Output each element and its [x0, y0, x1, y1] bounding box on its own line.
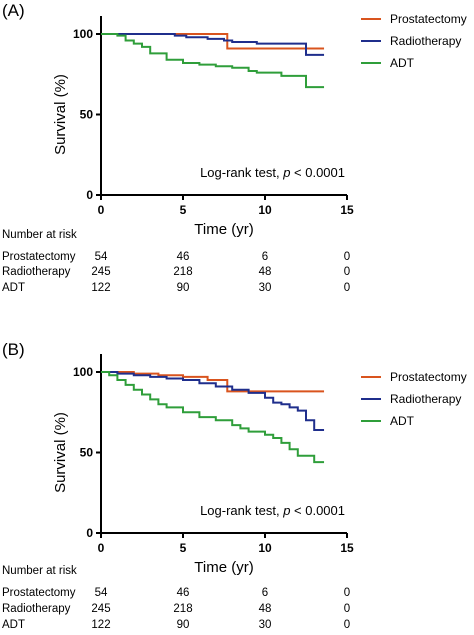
- km-chart-a: 0 50 100 0 5 10 15 Time (yr) Survival (%) Prostat…: [52, 12, 467, 238]
- risk-cell: 218: [173, 266, 193, 278]
- y-axis-title: Survival (%): [52, 412, 69, 493]
- x-tick-label: 10: [258, 203, 272, 217]
- panel-label: (B): [2, 340, 25, 359]
- x-tick-label: 15: [340, 203, 354, 217]
- legend-label: Radiotherapy: [390, 34, 461, 48]
- risk-cell: 46: [176, 251, 190, 263]
- risk-cell: 0: [343, 251, 351, 263]
- x-tick-label: 10: [258, 541, 272, 555]
- risk-cell: 6: [261, 251, 269, 263]
- series-line-radiotherapy: [101, 33, 325, 56]
- x-tick-label: 5: [180, 541, 187, 555]
- risk-row-label: Radiotherapy: [2, 603, 71, 615]
- x-tick-label: 5: [180, 203, 187, 217]
- y-tick-label: 50: [80, 108, 94, 122]
- legend-label: ADT: [390, 414, 415, 428]
- y-tick-label: 0: [86, 526, 93, 540]
- risk-cell: 46: [176, 587, 190, 599]
- risk-cell: 0: [343, 266, 351, 278]
- risk-cell: 54: [94, 251, 108, 263]
- legend-label: Prostatectomy: [390, 12, 467, 26]
- risk-table-title: Number at risk: [2, 565, 77, 577]
- logrank-annotation: Log-rank test, p < 0.0001: [200, 503, 345, 518]
- x-tick-label: 0: [98, 203, 105, 217]
- risk-row-label: Radiotherapy: [2, 266, 71, 278]
- y-tick-label: 100: [73, 365, 93, 379]
- risk-cell: 245: [91, 603, 111, 615]
- y-tick-label: 0: [86, 188, 93, 202]
- risk-cell: 48: [258, 266, 272, 278]
- risk-cell: 218: [173, 603, 193, 615]
- risk-row-label: ADT: [2, 619, 25, 631]
- legend-label: Radiotherapy: [390, 392, 461, 406]
- km-chart-b: 0 50 100 0 5 10 15 Time (yr) Survival (%) Prostat…: [52, 354, 467, 576]
- series-line-adt: [101, 33, 325, 89]
- series-line-adt: [101, 371, 325, 464]
- legend-label: Prostatectomy: [390, 370, 467, 384]
- x-axis-title: Time (yr): [194, 221, 253, 238]
- risk-cell: 122: [91, 282, 111, 294]
- risk-row-label: Prostatectomy: [2, 251, 76, 263]
- risk-cell: 30: [258, 619, 272, 631]
- risk-cell: 30: [258, 282, 272, 294]
- risk-row-label: Prostatectomy: [2, 587, 76, 599]
- risk-cell: 0: [343, 603, 351, 615]
- panel-label: (A): [2, 1, 25, 20]
- panel-b: (B) 0 50 100 0 5 10 15 Time (yr) Survival (%) Pro…: [0, 338, 474, 635]
- risk-cell: 6: [261, 587, 269, 599]
- x-axis-title: Time (yr): [194, 559, 253, 576]
- series-line-radiotherapy: [101, 371, 325, 431]
- risk-cell: 90: [176, 282, 190, 294]
- y-axis-title: Survival (%): [52, 74, 69, 155]
- risk-cell: 48: [258, 603, 272, 615]
- risk-cell: 0: [343, 619, 351, 631]
- risk-row-label: ADT: [2, 282, 25, 294]
- y-tick-label: 100: [73, 27, 93, 41]
- risk-cell: 122: [91, 619, 111, 631]
- risk-table-title: Number at risk: [2, 229, 77, 241]
- y-tick-label: 50: [80, 446, 94, 460]
- risk-cell: 0: [343, 282, 351, 294]
- legend-label: ADT: [390, 56, 415, 70]
- risk-cell: 90: [176, 619, 190, 631]
- x-tick-label: 0: [98, 541, 105, 555]
- risk-cell: 245: [91, 266, 111, 278]
- logrank-annotation: Log-rank test, p < 0.0001: [200, 165, 345, 180]
- risk-cell: 0: [343, 587, 351, 599]
- panel-a: (A) 0 50 100 0 5 10 15 Time (yr) Survival (%) Pro…: [2, 1, 467, 294]
- x-tick-label: 15: [340, 541, 354, 555]
- risk-cell: 54: [94, 587, 108, 599]
